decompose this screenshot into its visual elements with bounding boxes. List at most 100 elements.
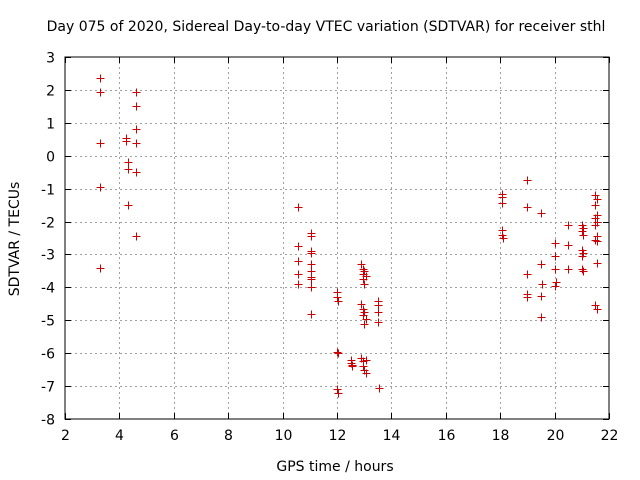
data-point <box>593 259 602 268</box>
data-point <box>96 88 105 97</box>
data-point <box>537 260 546 269</box>
data-point <box>96 264 105 273</box>
data-point <box>132 139 141 148</box>
data-point <box>551 239 560 248</box>
data-point <box>523 293 532 302</box>
data-point <box>374 318 383 327</box>
x-tick-label: 14 <box>383 428 401 444</box>
data-point <box>374 308 383 317</box>
y-tick-label: -2 <box>41 216 55 232</box>
data-point <box>564 241 573 250</box>
data-point <box>124 165 133 174</box>
data-point <box>578 265 587 274</box>
data-point <box>307 260 316 269</box>
x-tick-label: 22 <box>601 428 619 444</box>
data-point <box>564 265 573 274</box>
y-tick-label: 2 <box>46 84 55 100</box>
data-point <box>294 203 303 212</box>
data-point <box>334 349 343 358</box>
x-tick-label: 18 <box>492 428 510 444</box>
y-tick-label: 3 <box>46 51 55 67</box>
data-point <box>294 280 303 289</box>
data-point <box>334 389 343 398</box>
data-point <box>523 270 532 279</box>
data-point <box>551 282 560 291</box>
data-point <box>551 252 560 261</box>
data-point <box>591 301 600 310</box>
data-point <box>334 297 343 306</box>
data-point <box>591 221 600 230</box>
data-point <box>294 242 303 251</box>
data-point <box>360 280 369 289</box>
x-tick-label: 8 <box>224 428 233 444</box>
data-point <box>578 227 587 236</box>
data-point <box>294 270 303 279</box>
data-point <box>564 221 573 230</box>
y-axis-title: SDTVAR / TECUs <box>7 182 23 297</box>
data-point <box>124 201 133 210</box>
y-tick-label: -7 <box>41 380 55 396</box>
data-point <box>333 293 342 302</box>
data-point <box>591 191 600 200</box>
y-tick-label: 0 <box>46 150 55 166</box>
data-point <box>132 168 141 177</box>
x-tick-label: 6 <box>170 428 179 444</box>
data-point <box>362 369 371 378</box>
data-point <box>124 158 133 167</box>
data-point <box>362 356 371 365</box>
y-tick-label: -8 <box>41 413 55 429</box>
data-point <box>523 176 532 185</box>
data-point <box>357 260 366 269</box>
data-point <box>579 267 588 276</box>
data-point <box>132 102 141 111</box>
data-point <box>96 183 105 192</box>
data-point <box>333 348 342 357</box>
x-axis-tick-labels: 2 4 6 8 10 12 14 16 18 20 22 <box>61 428 618 444</box>
data-point <box>591 201 600 210</box>
data-point <box>307 283 316 292</box>
data-point <box>359 362 368 371</box>
data-point <box>132 88 141 97</box>
data-point <box>552 278 561 287</box>
data-point <box>537 313 546 322</box>
data-point <box>357 300 366 309</box>
data-point <box>333 385 342 394</box>
x-tick-label: 2 <box>61 428 70 444</box>
data-point <box>593 195 602 204</box>
data-point <box>593 305 602 314</box>
data-point <box>307 232 316 241</box>
data-point <box>96 74 105 83</box>
data-point <box>499 234 508 243</box>
data-point <box>523 203 532 212</box>
data-point <box>307 310 316 319</box>
data-point <box>551 265 560 274</box>
x-tick-label: 20 <box>547 428 565 444</box>
data-point <box>538 280 547 289</box>
chart-title: Day 075 of 2020, Sidereal Day-to-day VTE… <box>47 19 606 35</box>
grid-lines <box>65 57 609 419</box>
x-tick-label: 16 <box>438 428 456 444</box>
data-point <box>362 315 371 324</box>
data-point <box>360 320 369 329</box>
data-points <box>96 74 602 398</box>
y-tick-label: -4 <box>41 281 55 297</box>
data-point <box>374 301 383 310</box>
data-point <box>307 275 316 284</box>
data-point <box>498 199 507 208</box>
x-tick-label: 10 <box>275 428 293 444</box>
plot-frame <box>64 56 610 420</box>
data-point <box>122 137 131 146</box>
data-point <box>348 362 357 371</box>
y-tick-label: -3 <box>41 248 55 264</box>
data-point <box>294 257 303 266</box>
y-tick-label: -6 <box>41 347 55 363</box>
data-point <box>132 125 141 134</box>
data-point <box>307 249 316 258</box>
data-point <box>359 275 368 284</box>
data-point <box>593 237 602 246</box>
data-point <box>591 236 600 245</box>
data-point <box>537 209 546 218</box>
data-point <box>537 292 546 301</box>
